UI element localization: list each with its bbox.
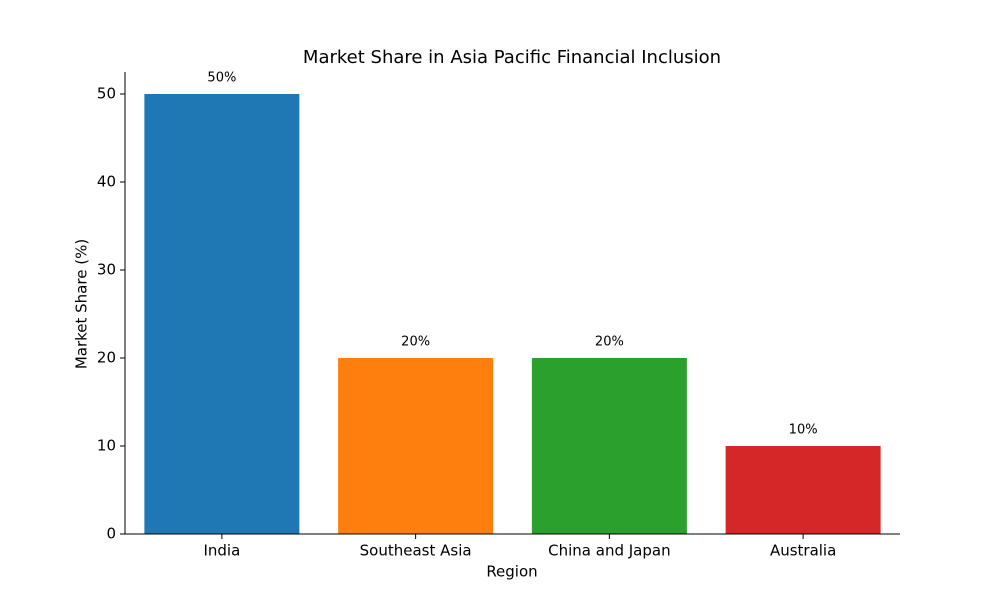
bar [144, 94, 300, 534]
y-tick-label: 10 [97, 437, 116, 455]
x-tick-label: Southeast Asia [360, 542, 472, 560]
x-tick-label: India [203, 542, 240, 560]
bar [531, 358, 687, 534]
bar [338, 358, 494, 534]
y-tick-label: 20 [97, 349, 116, 367]
y-tick-label: 0 [106, 525, 116, 543]
y-tick-label: 50 [97, 85, 116, 103]
value-label: 20% [401, 335, 430, 350]
y-axis-label: Market Share (%) [73, 239, 91, 369]
value-label: 10% [789, 423, 818, 438]
bar [725, 446, 881, 534]
x-tick-label: China and Japan [548, 542, 670, 560]
value-label: 50% [207, 71, 236, 86]
x-axis-label: Region [486, 563, 537, 581]
value-label: 20% [595, 335, 624, 350]
chart-title: Market Share in Asia Pacific Financial I… [303, 47, 721, 68]
y-tick-label: 40 [97, 173, 116, 191]
x-tick-label: Australia [770, 542, 836, 560]
y-tick-label: 30 [97, 261, 116, 279]
